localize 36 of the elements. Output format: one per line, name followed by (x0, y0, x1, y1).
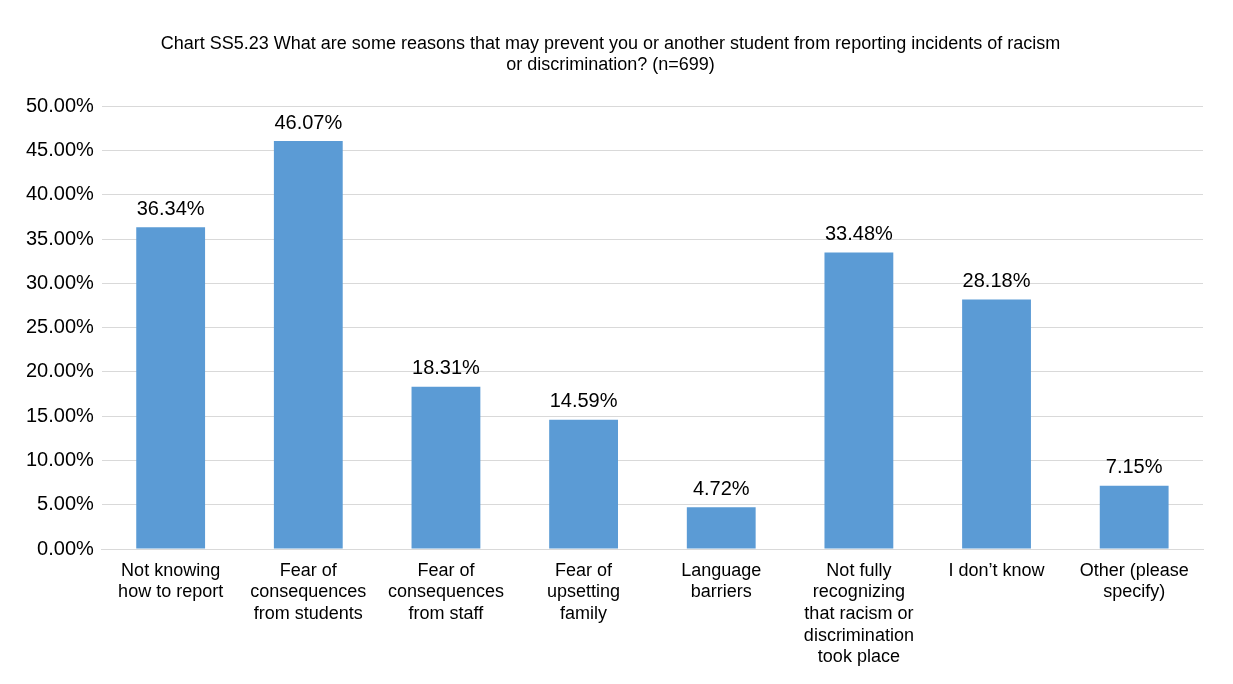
y-tick-label: 45.00% (25, 138, 95, 160)
x-tick-label: Other (please specify) (1079, 559, 1189, 602)
data-label: 46.07% (274, 110, 343, 133)
data-label: 7.15% (1105, 455, 1163, 478)
bar (411, 386, 481, 549)
y-tick-label: 30.00% (25, 270, 95, 293)
y-tick-label: 35.00% (25, 226, 95, 249)
y-tick-label: 5.00% (37, 492, 95, 515)
y-tick-label: 25.00% (25, 315, 95, 338)
data-label: 14.59% (549, 389, 618, 412)
y-tick-label: 15.00% (25, 403, 95, 426)
bar (1099, 485, 1169, 549)
y-tick-label: 40.00% (25, 182, 95, 205)
x-tick-label: Fear of consequences from staff (387, 559, 504, 623)
bar (824, 252, 894, 549)
x-tick-label: Fear of upsetting family (547, 559, 621, 623)
y-tick-label: 50.00% (25, 93, 95, 116)
x-tick-label: Fear of consequences from students (250, 559, 367, 623)
y-tick-label: 20.00% (25, 359, 95, 382)
bar (273, 141, 343, 549)
x-tick-label: Not fully recognizing that racism or discrimination took place (803, 559, 914, 667)
chart-title: Chart SS5.23 What are some reasons that may prevent you or another student from reporting incidents of racism or discrimination? (n=699) (160, 32, 1061, 75)
data-label: 4.72% (692, 476, 750, 499)
data-label: 28.18% (962, 268, 1031, 291)
bar (549, 419, 619, 549)
data-label: 33.48% (824, 222, 894, 245)
bar (686, 507, 756, 549)
x-tick-label: I don’t know (948, 559, 1046, 580)
data-label: 18.31% (412, 356, 481, 379)
bar (136, 227, 206, 549)
data-label: 36.34% (136, 196, 205, 219)
bar (962, 299, 1031, 549)
y-tick-label: 10.00% (25, 447, 95, 470)
y-tick-label: 0.00% (37, 536, 95, 559)
x-tick-label: Not knowing how to report (118, 559, 224, 602)
x-tick-label: Language barriers (681, 559, 762, 602)
